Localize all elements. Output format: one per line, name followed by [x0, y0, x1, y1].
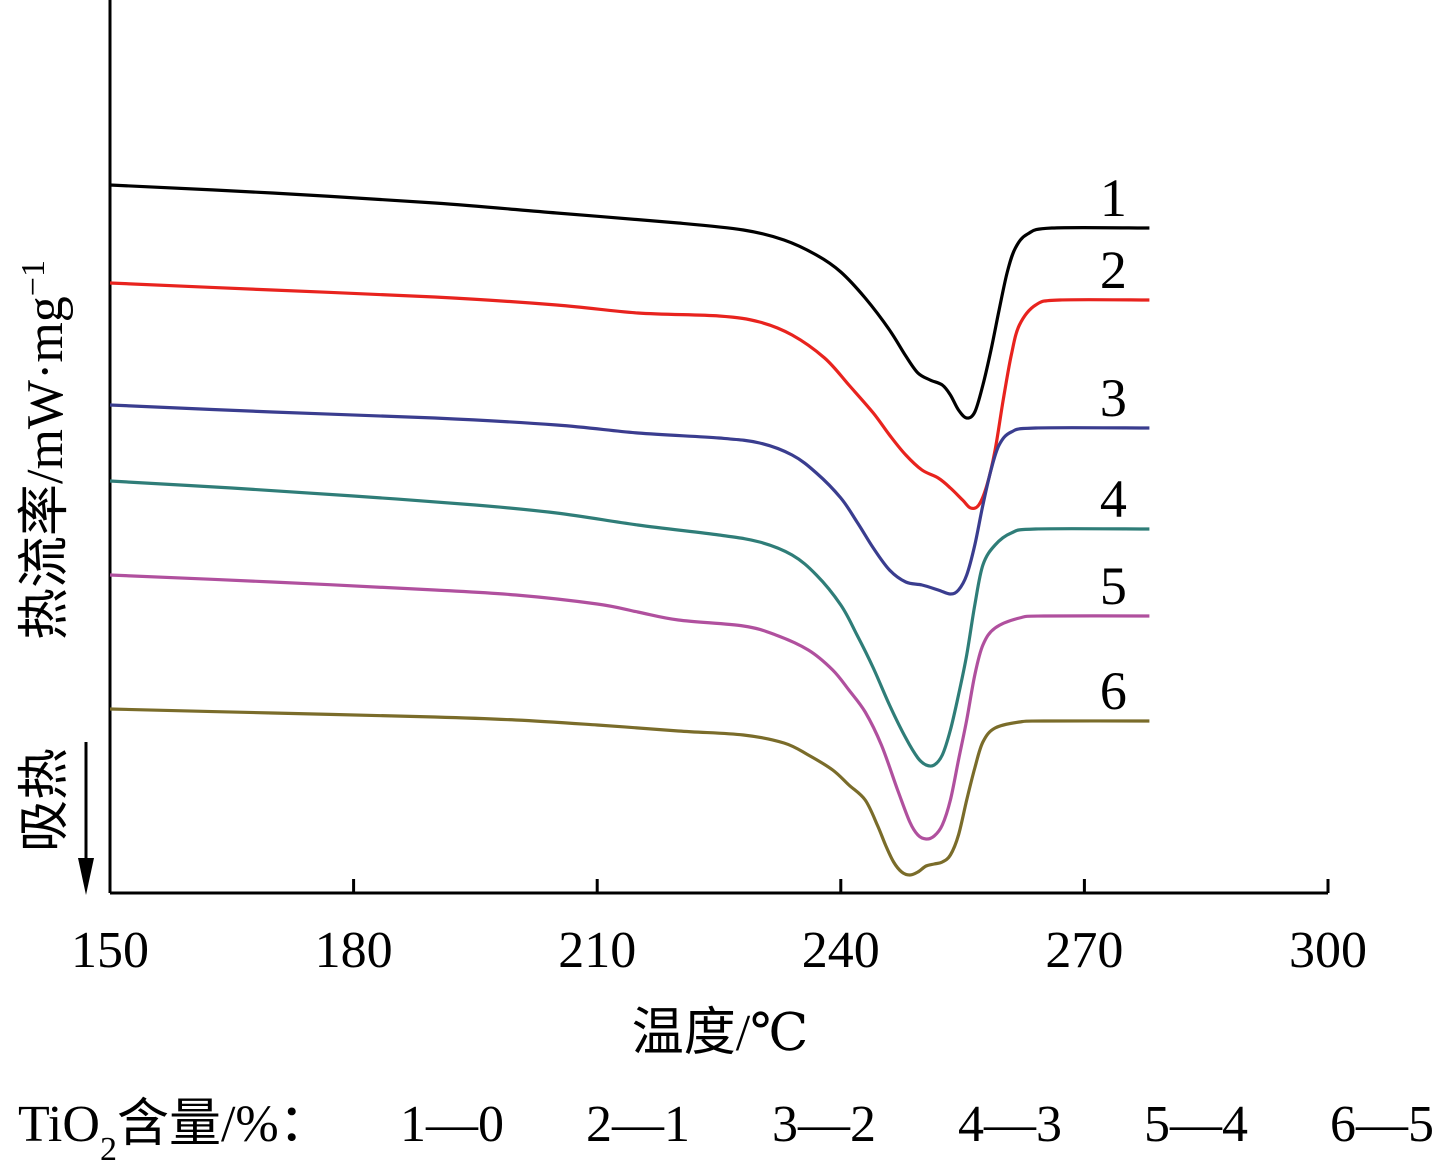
curve-label-6: 6	[1100, 661, 1127, 721]
series-line-2	[109, 281, 1150, 511]
curve-labels: 1 2 3 4 5 6	[1100, 168, 1127, 721]
series-line-5	[109, 573, 1150, 841]
y-axis-title-superscript: −1	[15, 260, 52, 296]
caption-item: 3—2	[772, 1096, 876, 1153]
series-group	[109, 183, 1150, 877]
caption-items: 1—0 2—1 3—2 4—3 5—4 6—5	[400, 1096, 1434, 1153]
caption-item: 5—4	[1144, 1096, 1248, 1153]
series-line-4	[109, 479, 1150, 768]
curve-label-3: 3	[1100, 368, 1127, 428]
x-tick-label: 180	[315, 922, 393, 979]
caption: TiO2含量/%：	[18, 1096, 331, 1161]
x-tick-label: 150	[71, 922, 149, 979]
series-line-3	[109, 403, 1150, 596]
caption-suffix: 含量/%：	[117, 1096, 331, 1153]
x-tick-label: 270	[1045, 922, 1123, 979]
endothermic-label: 吸热	[17, 748, 74, 852]
y-axis-title-group: 热流率/mW·mg−1	[15, 260, 75, 640]
x-tick-label: 300	[1289, 922, 1367, 979]
curve-label-4: 4	[1100, 469, 1127, 529]
series-line-1	[109, 183, 1150, 420]
x-tick-label: 240	[802, 922, 880, 979]
curve-label-1: 1	[1100, 168, 1127, 228]
endothermic-arrow-head-icon	[78, 858, 94, 895]
curve-label-2: 2	[1100, 240, 1127, 300]
x-axis-title: 温度/℃	[632, 1005, 809, 1062]
caption-prefix: TiO	[18, 1096, 100, 1153]
caption-item: 4—3	[958, 1096, 1062, 1153]
endothermic-indicator: 吸热	[17, 742, 94, 895]
caption-subscript: 2	[100, 1131, 117, 1162]
x-ticks: 150 180 210 240 270 300	[71, 879, 1367, 979]
svg-text:热流率/mW·mg−1: 热流率/mW·mg−1	[15, 260, 75, 640]
axes	[108, 0, 1328, 895]
y-axis-title: 热流率/mW·mg	[17, 296, 74, 640]
caption-item: 1—0	[400, 1096, 504, 1153]
caption-item: 6—5	[1330, 1096, 1434, 1153]
curve-label-5: 5	[1100, 556, 1127, 616]
caption-item: 2—1	[586, 1096, 690, 1153]
series-line-6	[109, 707, 1150, 877]
x-tick-label: 210	[558, 922, 636, 979]
